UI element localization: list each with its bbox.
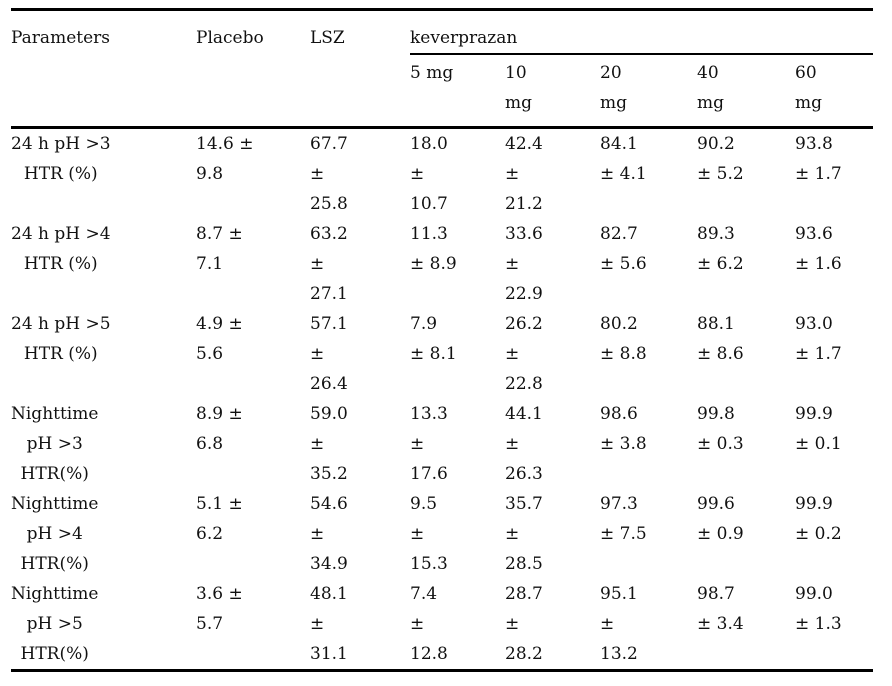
value-cell-40mg: 88.1 ± 8.6 (697, 314, 744, 364)
col-header-dose-60mg: 60 mg (795, 54, 873, 129)
col-header-dose-40mg: 40 mg (697, 54, 795, 129)
table-row: Nighttime pH >5 HTR(%) 3.6 ± 5.7 48.1 ± … (11, 579, 873, 671)
param-cell: 24 h pH >4 HTR (%) (11, 219, 196, 309)
table-header: Parameters Placebo LSZ keverprazan 5 mg … (11, 9, 873, 129)
table-row: 24 h pH >3 HTR (%) 14.6 ± 9.8 67.7 ± 25.… (11, 128, 873, 220)
param-label: Nighttime pH >5 HTR(%) (11, 584, 99, 664)
value-cell-lsz: 57.1 ± 26.4 (310, 314, 348, 394)
value-cell-20mg: 95.1 ± 13.2 (600, 584, 638, 664)
value-cell-5mg: 7.9 ± 8.1 (410, 314, 457, 364)
value-cell-40mg: 99.8 ± 0.3 (697, 404, 744, 454)
value-cell-20mg: 97.3 ± 7.5 (600, 494, 647, 544)
col-header-dose-10mg: 10 mg (505, 54, 600, 129)
value-cell-60mg: 99.9 ± 0.1 (795, 404, 842, 454)
value-cell-60mg: 99.9 ± 0.2 (795, 494, 842, 544)
value-cell-10mg: 35.7 ± 28.5 (505, 494, 543, 574)
param-cell: 24 h pH >3 HTR (%) (11, 128, 196, 220)
value-cell-5mg: 13.3 ± 17.6 (410, 404, 448, 484)
value-cell-lsz: 63.2 ± 27.1 (310, 224, 348, 304)
table-container: Parameters Placebo LSZ keverprazan 5 mg … (11, 8, 873, 672)
value-cell-lsz: 59.0 ± 35.2 (310, 404, 348, 484)
col-header-dose-5mg: 5 mg (410, 54, 505, 129)
value-cell-lsz: 48.1 ± 31.1 (310, 584, 348, 664)
value-cell-lsz: 67.7 ± 25.8 (310, 134, 348, 214)
value-cell-5mg: 18.0 ± 10.7 (410, 134, 448, 214)
value-cell-5mg: 9.5 ± 15.3 (410, 494, 448, 574)
table-row: Nighttime pH >3 HTR(%) 8.9 ± 6.8 59.0 ± … (11, 399, 873, 489)
ph-htr-results-table: Parameters Placebo LSZ keverprazan 5 mg … (11, 8, 873, 672)
header-row-doses: 5 mg 10 mg 20 mg 40 mg 60 mg (11, 54, 873, 129)
value-cell-placebo: 8.9 ± 6.8 (196, 404, 243, 454)
param-cell: 24 h pH >5 HTR (%) (11, 309, 196, 399)
value-cell-10mg: 28.7 ± 28.2 (505, 584, 543, 664)
value-cell-20mg: 80.2 ± 8.8 (600, 314, 647, 364)
value-cell-40mg: 89.3 ± 6.2 (697, 224, 744, 274)
header-row-groups: Parameters Placebo LSZ keverprazan (11, 9, 873, 129)
value-cell-10mg: 42.4 ± 21.2 (505, 134, 543, 214)
value-cell-10mg: 26.2 ± 22.8 (505, 314, 543, 394)
table-row: Nighttime pH >4 HTR(%) 5.1 ± 6.2 54.6 ± … (11, 489, 873, 579)
value-cell-lsz: 54.6 ± 34.9 (310, 494, 348, 574)
value-cell-placebo: 3.6 ± 5.7 (196, 584, 243, 634)
param-label: 24 h pH >4 HTR (%) (11, 224, 111, 274)
value-cell-10mg: 44.1 ± 26.3 (505, 404, 543, 484)
value-cell-60mg: 99.0 ± 1.3 (795, 584, 842, 634)
value-cell-5mg: 11.3 ± 8.9 (410, 224, 457, 274)
value-cell-placebo: 5.1 ± 6.2 (196, 494, 243, 544)
param-label: 24 h pH >5 HTR (%) (11, 314, 111, 364)
value-cell-60mg: 93.6 ± 1.6 (795, 224, 842, 274)
value-cell-5mg: 7.4 ± 12.8 (410, 584, 448, 664)
param-cell: Nighttime pH >5 HTR(%) (11, 579, 196, 671)
value-cell-40mg: 90.2 ± 5.2 (697, 134, 744, 184)
value-cell-placebo: 8.7 ± 7.1 (196, 224, 243, 274)
value-cell-40mg: 99.6 ± 0.9 (697, 494, 744, 544)
table-row: 24 h pH >4 HTR (%) 8.7 ± 7.1 63.2 ± 27.1… (11, 219, 873, 309)
value-cell-placebo: 14.6 ± 9.8 (196, 134, 254, 184)
value-cell-20mg: 82.7 ± 5.6 (600, 224, 647, 274)
param-cell: Nighttime pH >4 HTR(%) (11, 489, 196, 579)
col-header-dose-20mg: 20 mg (600, 54, 697, 129)
value-cell-20mg: 84.1 ± 4.1 (600, 134, 647, 184)
col-header-keverprazan: keverprazan (410, 9, 873, 55)
value-cell-placebo: 4.9 ± 5.6 (196, 314, 243, 364)
value-cell-60mg: 93.8 ± 1.7 (795, 134, 842, 184)
param-cell: Nighttime pH >3 HTR(%) (11, 399, 196, 489)
table-row: 24 h pH >5 HTR (%) 4.9 ± 5.6 57.1 ± 26.4… (11, 309, 873, 399)
value-cell-10mg: 33.6 ± 22.9 (505, 224, 543, 304)
col-header-lsz: LSZ (310, 9, 410, 129)
param-label: Nighttime pH >4 HTR(%) (11, 494, 99, 574)
col-header-parameters: Parameters (11, 9, 196, 129)
col-header-placebo: Placebo (196, 9, 310, 129)
table-body: 24 h pH >3 HTR (%) 14.6 ± 9.8 67.7 ± 25.… (11, 128, 873, 671)
value-cell-40mg: 98.7 ± 3.4 (697, 584, 744, 634)
value-cell-60mg: 93.0 ± 1.7 (795, 314, 842, 364)
param-label: 24 h pH >3 HTR (%) (11, 134, 111, 184)
param-label: Nighttime pH >3 HTR(%) (11, 404, 99, 484)
value-cell-20mg: 98.6 ± 3.8 (600, 404, 647, 454)
